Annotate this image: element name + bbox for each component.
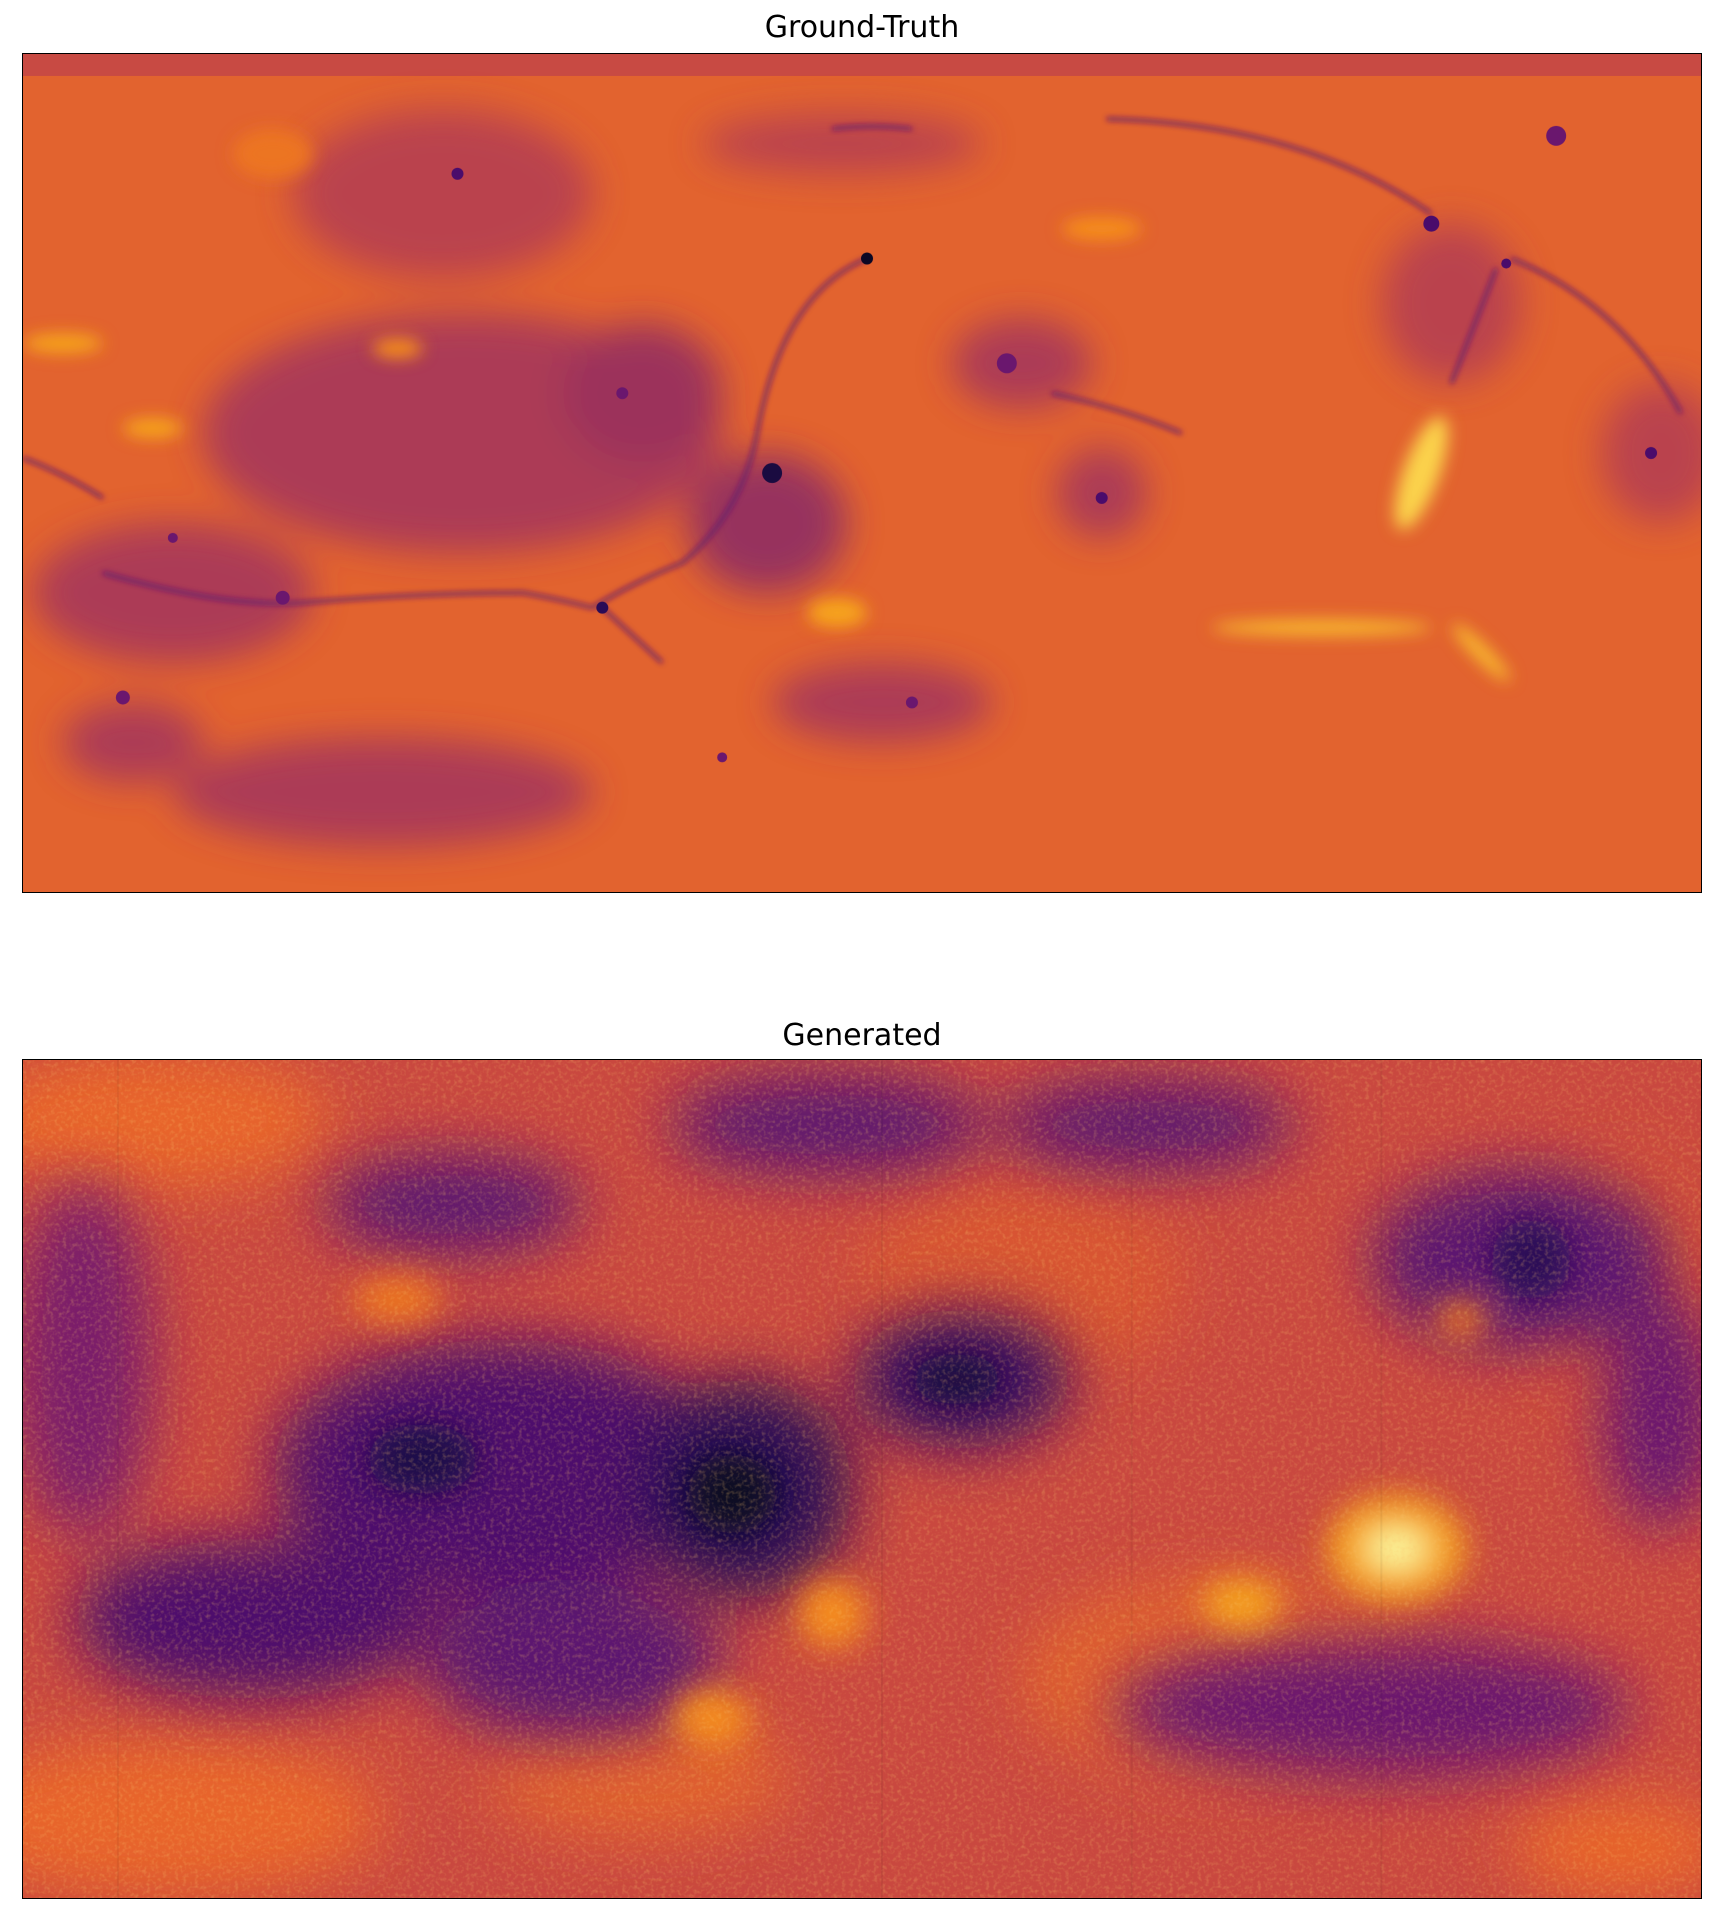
ground-truth-vortices	[32, 108, 1701, 848]
generated-noise-texture	[23, 1060, 1701, 1898]
generated-image	[22, 1059, 1702, 1899]
ground-truth-dark-spots	[115, 125, 1658, 763]
ground-truth-image	[22, 53, 1702, 893]
ground-truth-title: Ground-Truth	[764, 10, 960, 45]
generated-tile-seams	[116, 1060, 1383, 1898]
ground-truth-bright-streaks	[23, 128, 1511, 682]
generated-title: Generated	[782, 1018, 942, 1053]
ground-truth-top-band	[23, 54, 1701, 76]
ground-truth-filaments	[23, 117, 1683, 664]
